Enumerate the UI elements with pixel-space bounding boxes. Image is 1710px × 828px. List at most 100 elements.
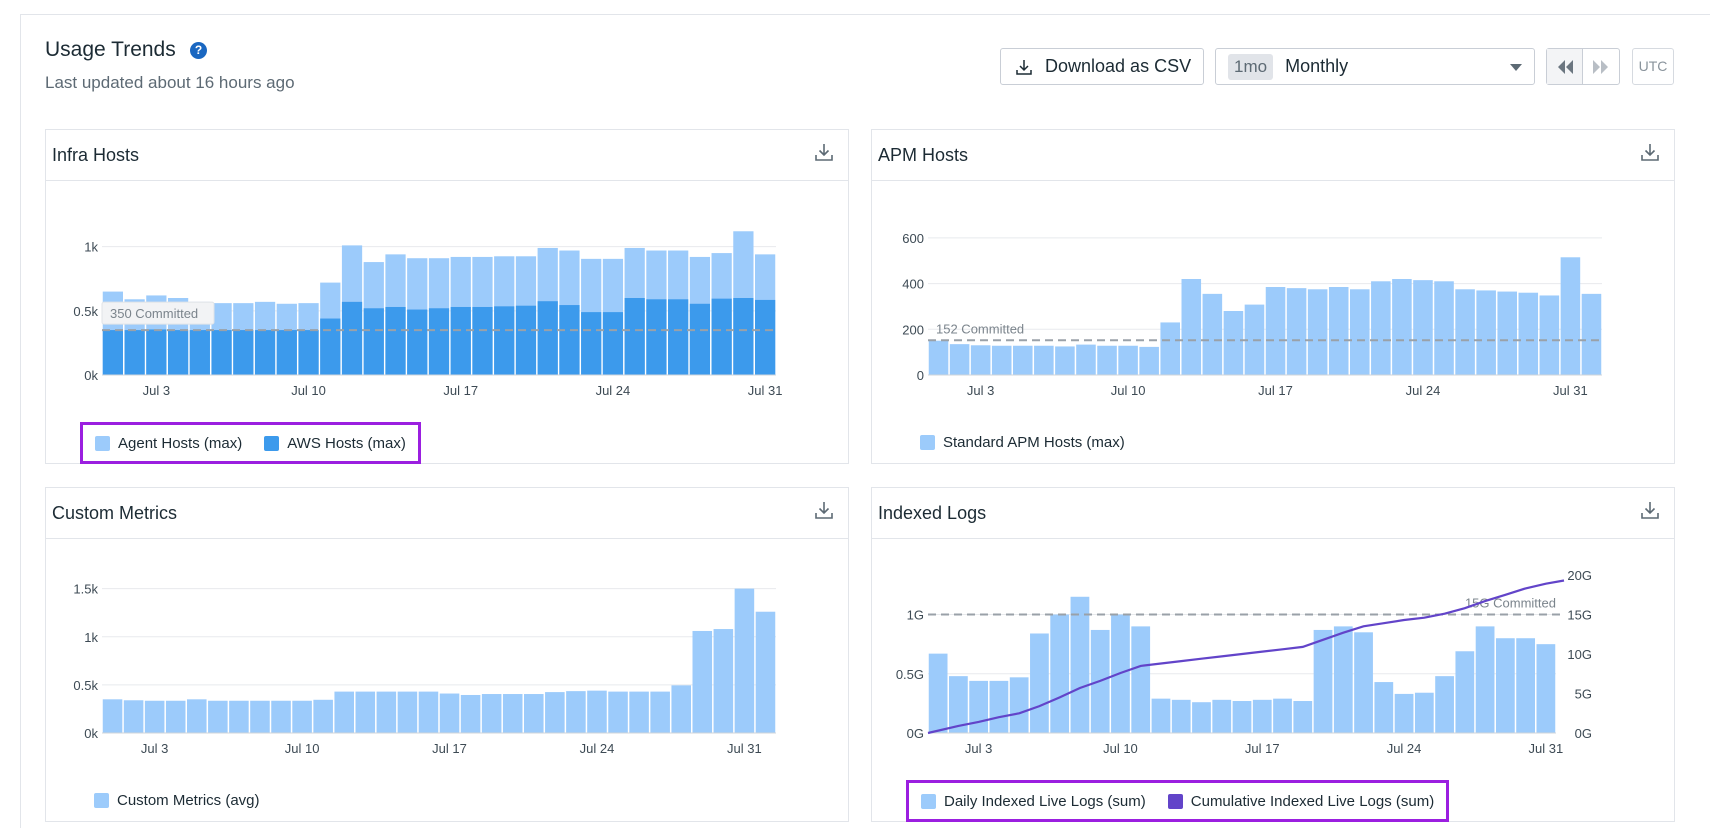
bar: [254, 330, 276, 375]
bar: [165, 700, 186, 733]
x-tick-label: Jul 3: [141, 741, 168, 756]
bar: [970, 345, 991, 375]
legend-item-cumulative-indexed-logs[interactable]: Cumulative Indexed Live Logs (sum): [1167, 793, 1434, 810]
time-range-select[interactable]: 1mo Monthly: [1215, 48, 1535, 85]
help-icon[interactable]: ?: [190, 42, 207, 59]
bar: [1539, 295, 1560, 375]
bar: [1273, 698, 1292, 733]
custom-metrics-chart: 0k 0.5k 1k 1.5k Jul 3 Jul 10 Jul 17 Jul 24 Jul 3…: [73, 582, 776, 756]
bar: [341, 301, 363, 375]
bar: [428, 308, 450, 375]
infra-hosts-chart: 0k 0.5k 1k Jul 3 Jul 10 Jul 17 Jul 24 Jul 31 350…: [73, 231, 783, 398]
indexed-logs-panel: Indexed Logs 0G 0.5G 1G 0G 5G 10G 15G 20G Jul 3 J…: [871, 487, 1675, 822]
download-icon[interactable]: [1640, 142, 1660, 162]
bar: [1192, 702, 1211, 733]
y2-tick-label: 5G: [1575, 687, 1592, 702]
y2-tick-label: 15G: [1567, 608, 1592, 623]
timezone-label[interactable]: UTC: [1632, 48, 1674, 85]
bar: [1202, 293, 1223, 375]
bar: [481, 694, 502, 733]
bar: [1518, 292, 1539, 375]
next-period-button[interactable]: [1583, 49, 1619, 84]
time-range-value: Monthly: [1285, 56, 1349, 76]
bar: [1223, 311, 1244, 375]
bar: [515, 305, 537, 375]
download-csv-button[interactable]: Download as CSV: [1000, 48, 1204, 85]
bar: [187, 699, 207, 733]
y2-tick-label: 20G: [1567, 568, 1592, 583]
x-tick-label: Jul 24: [596, 383, 631, 398]
x-tick-label: Jul 17: [443, 383, 478, 398]
x-tick-label: Jul 10: [1103, 741, 1138, 756]
bar: [1307, 289, 1328, 375]
bar: [1392, 279, 1412, 375]
bar: [1313, 629, 1333, 733]
bar: [1497, 291, 1517, 375]
bar: [1435, 676, 1454, 733]
bar: [1293, 701, 1313, 733]
bar: [1560, 257, 1581, 375]
bar: [1232, 701, 1252, 733]
bar: [755, 611, 776, 733]
bar: [1455, 289, 1475, 375]
panel-title: Custom Metrics: [52, 503, 178, 523]
bar: [1212, 699, 1232, 733]
bar: [1131, 626, 1151, 733]
legend-item-daily-indexed-logs[interactable]: Daily Indexed Live Logs (sum): [921, 793, 1146, 810]
x-tick-label: Jul 31: [748, 383, 783, 398]
bar: [1354, 632, 1373, 733]
bar: [123, 700, 144, 733]
y-tick-label: 0G: [907, 726, 924, 741]
bar: [949, 676, 968, 733]
bar: [969, 680, 989, 733]
bar: [689, 303, 711, 375]
download-icon[interactable]: [1640, 500, 1660, 520]
bar: [1034, 345, 1054, 375]
bar: [629, 691, 649, 733]
bar: [734, 588, 755, 733]
y-tick-label: 0.5k: [73, 304, 98, 319]
legend-item-aws-hosts[interactable]: AWS Hosts (max): [264, 435, 406, 452]
bar: [1328, 287, 1349, 375]
bar: [1414, 692, 1434, 733]
x-tick-label: Jul 3: [143, 383, 170, 398]
bar: [1581, 293, 1602, 375]
y-tick-label: 0.5k: [73, 678, 98, 693]
download-icon[interactable]: [814, 500, 834, 520]
bar: [208, 700, 228, 733]
bar: [1455, 651, 1475, 733]
bar: [1139, 346, 1159, 375]
legend-item-agent-hosts[interactable]: Agent Hosts (max): [95, 435, 242, 452]
x-tick-label: Jul 17: [1258, 383, 1293, 398]
download-icon: [1016, 59, 1032, 75]
bar: [502, 694, 523, 733]
bar: [581, 312, 602, 375]
x-tick-label: Jul 10: [285, 741, 320, 756]
bar: [1030, 633, 1049, 733]
bar: [1374, 682, 1394, 733]
time-navigation: [1546, 48, 1620, 85]
bar: [418, 691, 439, 733]
bar: [755, 299, 776, 375]
legend-item-standard-apm-hosts[interactable]: Standard APM Hosts (max): [920, 434, 1125, 451]
custom-metrics-legend: Custom Metrics (avg): [94, 792, 260, 809]
previous-period-button[interactable]: [1547, 49, 1584, 84]
bar: [1476, 290, 1496, 375]
apm-hosts-chart: 0 200 400 600 Jul 3 Jul 10 Jul 17 Jul 24 Jul 31 1…: [902, 231, 1602, 398]
bar: [1118, 345, 1138, 375]
infra-hosts-panel: Infra Hosts 0k 0.5k 1k Jul 3 Jul 10 Jul 17 Jul…: [45, 129, 849, 464]
fast-forward-icon: [1593, 59, 1608, 74]
bar: [1097, 345, 1117, 375]
bar: [1160, 322, 1180, 375]
x-tick-label: Jul 31: [727, 741, 762, 756]
bar: [229, 700, 249, 733]
x-tick-label: Jul 17: [1245, 741, 1280, 756]
bar: [545, 692, 565, 733]
x-tick-label: Jul 10: [1111, 383, 1146, 398]
bar: [298, 330, 319, 375]
y2-tick-label: 10G: [1567, 647, 1592, 662]
download-icon[interactable]: [814, 142, 834, 162]
bar: [1151, 698, 1171, 733]
legend-item-custom-metrics[interactable]: Custom Metrics (avg): [94, 792, 260, 809]
bar: [1171, 699, 1191, 733]
